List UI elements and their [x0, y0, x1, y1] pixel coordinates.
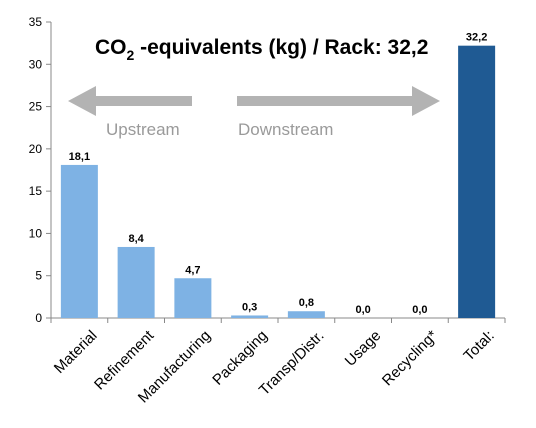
bar	[174, 278, 212, 318]
category-label: Usage	[342, 327, 385, 370]
bar	[117, 246, 155, 318]
upstream-arrow	[68, 86, 192, 116]
bar-value-label: 0,0	[355, 304, 370, 316]
y-tick-label: 35	[29, 15, 43, 29]
bar-value-label: 18,1	[69, 151, 90, 163]
title-subscript: 2	[127, 47, 135, 63]
chart-title: CO2 -equivalents (kg) / Rack: 32,2	[95, 36, 428, 63]
title-prefix: CO	[95, 36, 127, 59]
bar	[231, 315, 269, 318]
annotations: Upstream Downstream	[68, 86, 440, 139]
bar-value-label: 0,3	[242, 301, 257, 313]
bar	[287, 311, 325, 318]
value-labels: 18,1 8,4 4,7 0,3 0,8 0,0 0,0 32,2	[69, 32, 488, 316]
bar-value-label: 4,7	[185, 264, 200, 276]
y-tick-label: 20	[29, 142, 43, 156]
category-label: Packaging	[209, 327, 271, 389]
category-label: Total:	[460, 327, 497, 364]
bar-value-label: 32,2	[466, 32, 487, 44]
y-tick-label: 5	[35, 269, 42, 283]
downstream-arrow	[237, 86, 440, 116]
bar-value-label: 0,0	[412, 304, 427, 316]
y-tick-label: 0	[35, 311, 42, 325]
y-tick-label: 25	[29, 100, 43, 114]
y-tick-label: 15	[29, 184, 43, 198]
y-tick-label: 10	[29, 226, 43, 240]
bar-value-label: 8,4	[128, 233, 144, 245]
downstream-label: Downstream	[238, 120, 333, 139]
bar	[458, 45, 496, 319]
category-label: Material	[51, 327, 101, 377]
bar-value-label: 0,8	[299, 297, 314, 309]
bar	[60, 164, 98, 318]
upstream-label: Upstream	[106, 120, 180, 139]
category-label: Recycling*	[379, 327, 441, 389]
title-suffix: -equivalents (kg) / Rack: 32,2	[134, 36, 428, 59]
y-tick-label: 30	[29, 57, 43, 71]
category-labels: MaterialRefinementManufacturingPackaging…	[51, 327, 498, 407]
bars	[60, 45, 496, 319]
axes: 0 5 10 15 20 25 30 35	[29, 15, 506, 325]
